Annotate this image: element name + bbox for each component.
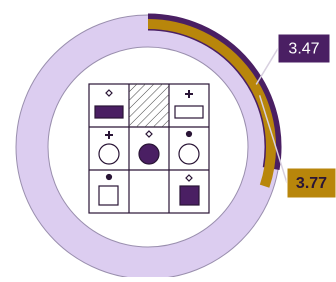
value-label: 3.47 bbox=[288, 41, 319, 58]
chart: 3.47 3.77 bbox=[0, 0, 336, 277]
leader-line bbox=[256, 49, 278, 85]
value-label: 3.77 bbox=[296, 175, 327, 192]
puzzle-icon bbox=[89, 84, 209, 213]
